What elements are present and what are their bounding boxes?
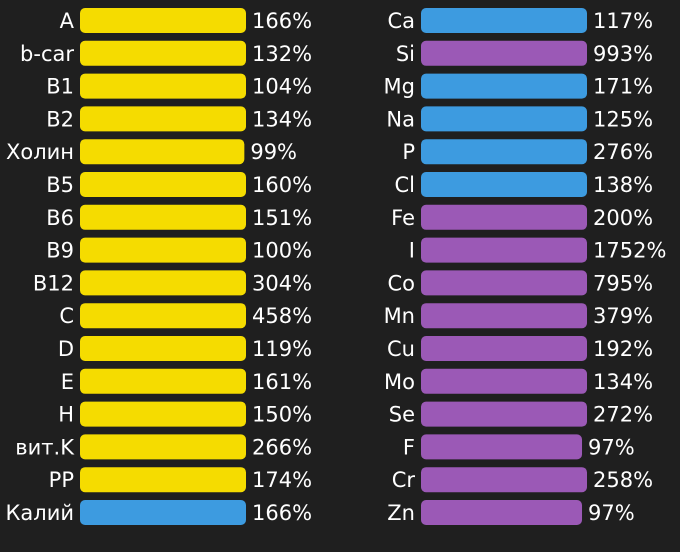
value-label: 151% [252,206,312,230]
value-label: 192% [593,337,653,361]
bar [80,106,246,132]
bar [421,336,587,361]
value-label: 125% [593,107,653,131]
category-label: Cl [395,173,416,197]
bar [421,237,587,263]
value-label: 993% [593,42,653,66]
bar [421,467,587,493]
value-label: 266% [252,435,312,459]
category-label: H [58,403,74,427]
value-label: 379% [593,304,653,328]
category-label: Fe [391,206,415,230]
value-label: 119% [252,337,312,361]
value-label: 99% [250,140,297,164]
bar [421,139,587,165]
value-label: 166% [252,501,312,525]
value-label: 171% [593,75,653,99]
category-label: B6 [46,206,74,230]
bar [421,172,587,197]
value-label: 104% [252,75,312,99]
value-label: 132% [252,42,312,66]
category-label: B9 [46,239,74,263]
category-label: PP [49,468,74,492]
value-label: 100% [252,239,312,263]
value-label: 161% [252,370,312,394]
category-label: Холин [6,140,74,164]
category-label: b-car [20,42,74,66]
value-label: 272% [593,403,653,427]
bar [80,434,246,460]
bar [80,270,246,296]
bar [80,139,245,165]
value-label: 795% [593,271,653,295]
value-label: 174% [252,468,312,492]
category-label: Mn [384,304,415,328]
category-label: Na [386,107,415,131]
category-label: Ca [387,9,415,33]
category-label: P [402,140,415,164]
bar [421,204,587,230]
bar [421,8,587,33]
bar [421,73,587,99]
bar [421,434,583,460]
category-label: B12 [33,271,74,295]
value-label: 117% [593,9,653,33]
bar [80,368,246,394]
value-label: 166% [252,9,312,33]
bar [80,336,246,361]
category-label: I [409,239,415,263]
category-label: Zn [387,501,415,525]
vitamins-panel: A 166% b-car 132% B1 104% B2 134% Холин 99% B5 160%… [6,8,312,525]
value-label: 258% [593,468,653,492]
value-label: 134% [593,370,653,394]
category-label: B2 [46,107,74,131]
bar [421,270,587,296]
minerals-panel: Ca 117% Si 993% Mg 171% Na 125% P 276% Cl 138% Fe 200… [384,8,666,525]
category-label: Калий [6,501,75,525]
bar [421,500,583,525]
value-label: 276% [593,140,653,164]
bar [421,106,587,132]
bar [421,401,587,427]
category-label: Mg [384,75,415,99]
bar [80,500,246,525]
category-label: Mo [384,370,415,394]
category-label: Co [387,271,415,295]
category-label: A [60,9,75,33]
value-label: 97% [588,501,635,525]
bar [80,237,246,263]
category-label: Cr [392,468,416,492]
value-label: 138% [593,173,653,197]
category-label: Si [396,42,415,66]
bar [80,303,246,329]
category-label: B5 [46,173,74,197]
value-label: 458% [252,304,312,328]
category-label: C [59,304,74,328]
value-label: 1752% [593,239,666,263]
value-label: 97% [588,435,635,459]
bar [80,401,246,427]
category-label: Se [389,403,415,427]
bar [80,172,246,197]
bar [421,40,587,66]
value-label: 150% [252,403,312,427]
value-label: 304% [252,271,312,295]
bar [80,204,246,230]
bar [80,8,246,33]
value-label: 200% [593,206,653,230]
category-label: Cu [387,337,415,361]
bar [80,40,246,66]
category-label: D [58,337,74,361]
bar [421,303,587,329]
value-label: 160% [252,173,312,197]
category-label: вит.K [15,435,75,459]
category-label: E [61,370,74,394]
category-label: F [403,435,415,459]
bar [80,467,246,493]
bar [421,368,587,394]
value-label: 134% [252,107,312,131]
category-label: B1 [46,75,74,99]
bar [80,73,246,99]
